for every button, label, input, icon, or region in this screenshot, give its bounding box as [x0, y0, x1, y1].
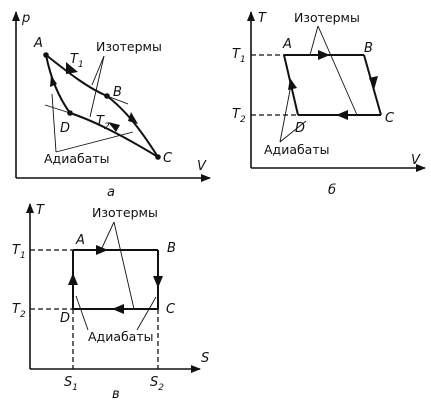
tv-label-d: D [295, 121, 305, 136]
pv-point-d [67, 110, 73, 116]
tv-adiabats-label: Адиабаты [264, 142, 330, 157]
ts-s2-label: S2 [150, 375, 164, 393]
pv-point-b [104, 93, 110, 99]
tv-diagram: T V A B C D T1 T2 Изотермы Адиабаты б [232, 10, 426, 198]
pv-caption: а [107, 185, 115, 200]
tv-isotherms-label: Изотермы [294, 10, 360, 25]
ts-adiabat-pointer-1 [75, 295, 89, 331]
tv-label-c: C [385, 111, 395, 126]
tv-isotherm-pointer-1 [309, 25, 319, 56]
ts-arrow-ab [96, 245, 108, 255]
pv-label-d: D [60, 121, 70, 136]
pv-isotherm-t1-extension [106, 95, 129, 105]
ts-label-b: B [167, 241, 176, 256]
ts-t1-label: T1 [12, 243, 26, 261]
pv-t2-label: T2 [96, 114, 110, 132]
tv-x-axis-label: V [411, 153, 421, 168]
ts-isotherms-label: Изотермы [92, 205, 158, 220]
tv-label-b: B [364, 41, 373, 56]
pv-arrow-da [50, 75, 57, 87]
pv-label-b: B [113, 85, 122, 100]
tv-isotherm-pointer-2 [317, 25, 358, 116]
pv-isotherms-label: Изотермы [96, 39, 162, 54]
ts-arrow-da [68, 273, 78, 285]
ts-adiabats-label: Адиабаты [88, 329, 154, 344]
pv-isotherm-pointer-1 [91, 55, 105, 86]
ts-s1-label: S1 [64, 375, 78, 393]
ts-isotherm-pointer-2 [113, 221, 135, 310]
pv-arrow-cd [108, 122, 120, 132]
ts-x-axis-label: S [201, 351, 209, 366]
ts-y-axis-label: T [36, 203, 45, 218]
pv-point-c [155, 154, 161, 160]
tv-adiabat-pointer-2 [279, 120, 307, 143]
ts-arrow-cd [112, 304, 124, 314]
pv-isotherm-cd [69, 112, 159, 158]
pv-label-c: C [163, 151, 173, 166]
pv-arrow-bc [128, 112, 138, 124]
tv-label-a: A [282, 37, 292, 52]
pv-label-a: A [33, 36, 43, 51]
tv-arrow-cd [336, 110, 348, 120]
tv-adiabat-pointer-1 [279, 84, 292, 143]
ts-isotherm-pointer-1 [100, 221, 115, 251]
tv-t2-label: T2 [232, 107, 246, 125]
ts-label-c: C [166, 302, 176, 317]
pv-adiabat-bc [106, 95, 159, 158]
ts-diagram: T S A B C D T1 T2 S1 S2 Изотермы Адиабат… [12, 203, 209, 400]
pv-adiabats-label: Адиабаты [44, 151, 110, 166]
ts-label-a: A [75, 233, 85, 248]
ts-adiabat-pointer-2 [136, 296, 157, 331]
pv-isotherm-t2-extension [44, 104, 71, 114]
pv-t1-label: T1 [70, 52, 84, 70]
pv-isotherm-pointer-2 [89, 55, 105, 118]
pv-x-axis-label: V [197, 159, 207, 174]
pv-arrow-ab [66, 62, 78, 74]
pv-isotherm-ab [45, 54, 108, 97]
tv-arrow-bc [369, 76, 378, 90]
pv-diagram: p V A B C D T1 T2 Изотермы Адиабаты [12, 11, 211, 200]
ts-label-d: D [60, 311, 70, 326]
pv-point-a [43, 52, 49, 58]
pv-y-axis-label: p [21, 11, 30, 26]
pv-adiabat-pointer-1 [51, 93, 57, 153]
ts-caption: в [112, 387, 120, 400]
ts-t2-label: T2 [12, 302, 26, 320]
ts-arrow-bc [153, 276, 163, 288]
tv-caption: б [328, 183, 336, 198]
tv-arrow-ab [318, 50, 330, 60]
pv-adiabat-pointer-2 [55, 131, 134, 153]
tv-y-axis-label: T [258, 11, 267, 26]
tv-t1-label: T1 [232, 47, 246, 65]
